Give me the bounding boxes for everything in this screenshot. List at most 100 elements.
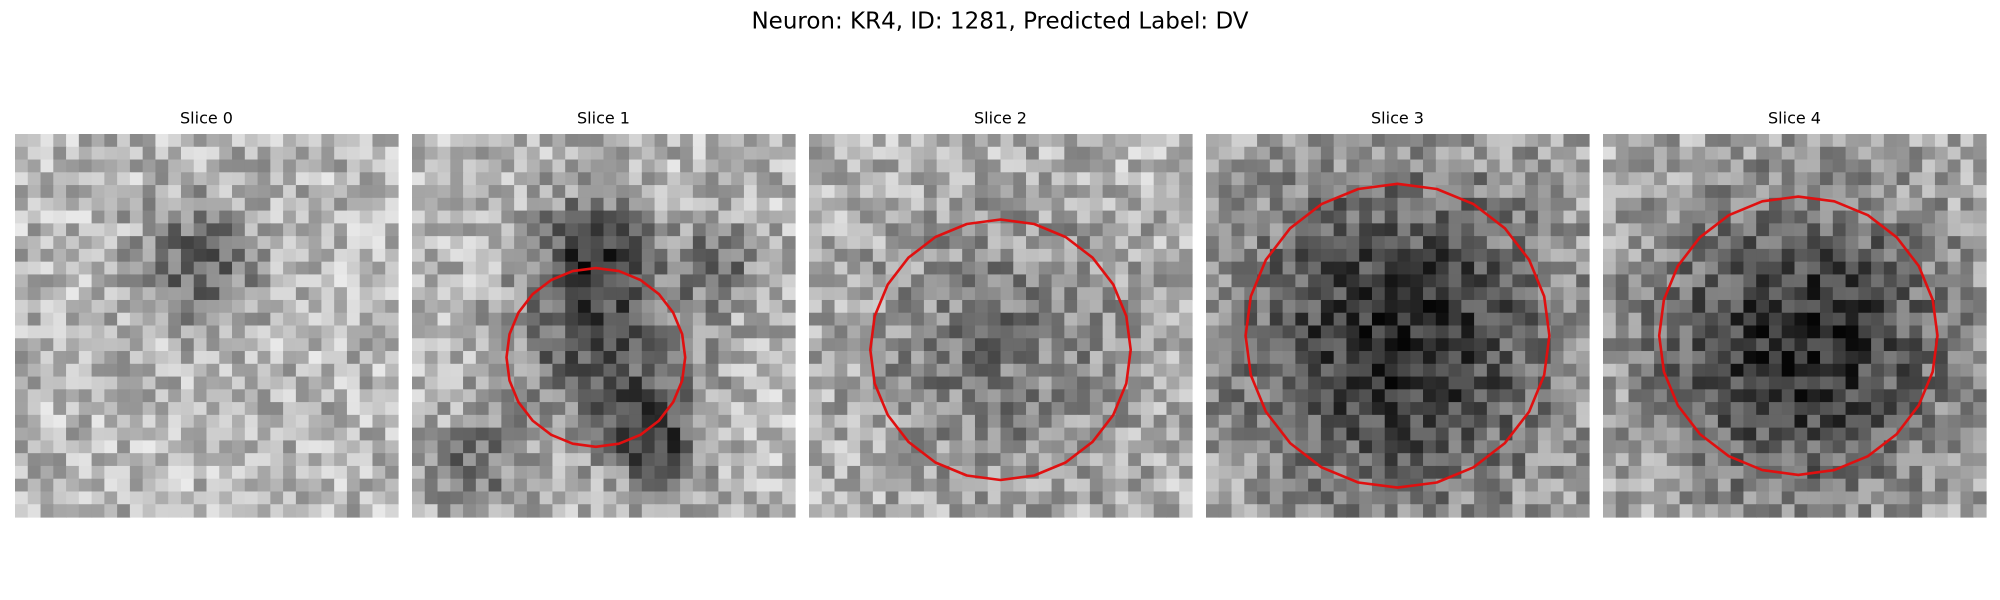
pixel bbox=[1206, 299, 1220, 314]
pixel bbox=[1231, 351, 1245, 365]
pixel bbox=[232, 478, 246, 493]
pixel bbox=[641, 172, 656, 186]
pixel bbox=[860, 146, 874, 161]
pixel bbox=[385, 453, 399, 467]
pixel bbox=[270, 210, 284, 224]
pixel bbox=[1179, 287, 1193, 301]
pixel bbox=[718, 223, 732, 237]
pixel bbox=[295, 223, 310, 237]
pixel bbox=[53, 363, 67, 378]
pixel bbox=[437, 504, 451, 518]
pixel bbox=[1641, 376, 1655, 390]
pixel bbox=[1486, 453, 1501, 467]
pixel bbox=[743, 197, 758, 212]
pixel bbox=[1333, 261, 1348, 276]
pixel bbox=[1038, 146, 1053, 161]
pixel bbox=[949, 236, 963, 250]
pixel bbox=[603, 210, 617, 224]
pixel bbox=[1563, 287, 1577, 301]
pixel bbox=[244, 504, 259, 518]
pixel bbox=[1410, 376, 1424, 390]
pixel bbox=[1563, 159, 1577, 173]
pixel bbox=[577, 478, 592, 493]
pixel bbox=[1641, 287, 1655, 301]
pixel bbox=[437, 274, 451, 288]
pixel bbox=[1858, 134, 1872, 148]
pixel bbox=[987, 491, 1002, 505]
pixel bbox=[1089, 134, 1104, 148]
pixel bbox=[1615, 363, 1630, 378]
pixel bbox=[911, 414, 925, 429]
pixel bbox=[1499, 172, 1513, 186]
pixel bbox=[756, 146, 771, 161]
pixel bbox=[987, 453, 1002, 467]
pixel bbox=[232, 185, 246, 199]
pixel bbox=[1654, 427, 1668, 441]
pixel bbox=[1371, 223, 1386, 237]
pixel bbox=[1820, 236, 1834, 250]
pixel bbox=[1550, 274, 1565, 288]
pixel bbox=[769, 197, 783, 212]
pixel bbox=[1794, 299, 1808, 314]
pixel bbox=[501, 427, 515, 441]
pixel bbox=[680, 402, 694, 416]
pixel bbox=[629, 236, 643, 250]
pixel bbox=[1486, 197, 1501, 212]
pixel bbox=[155, 261, 169, 276]
pixel bbox=[1461, 402, 1475, 416]
pixel bbox=[1013, 427, 1027, 441]
pixel bbox=[53, 427, 67, 441]
pixel bbox=[1371, 172, 1386, 186]
pixel bbox=[1641, 325, 1655, 339]
pixel bbox=[1371, 338, 1386, 352]
pixel bbox=[232, 210, 246, 224]
pixel bbox=[475, 236, 490, 250]
pixel bbox=[1756, 287, 1770, 301]
pixel bbox=[847, 491, 861, 505]
pixel bbox=[206, 299, 220, 314]
pixel bbox=[1461, 146, 1475, 161]
pixel bbox=[885, 159, 899, 173]
pixel bbox=[1973, 172, 1987, 186]
pixel bbox=[1550, 210, 1565, 224]
pixel bbox=[577, 210, 592, 224]
pixel bbox=[1654, 504, 1668, 518]
pixel bbox=[385, 248, 399, 263]
pixel bbox=[1781, 223, 1796, 237]
pixel bbox=[488, 185, 502, 199]
pixel bbox=[219, 210, 233, 224]
pixel bbox=[1179, 465, 1193, 480]
pixel bbox=[885, 402, 899, 416]
pixel bbox=[1666, 338, 1681, 352]
pixel bbox=[949, 261, 963, 276]
pixel bbox=[1550, 351, 1565, 365]
pixel bbox=[1128, 478, 1142, 493]
pixel bbox=[1705, 414, 1719, 429]
pixel bbox=[1231, 197, 1245, 212]
pixel bbox=[1206, 402, 1220, 416]
pixel bbox=[1717, 236, 1732, 250]
pixel bbox=[385, 287, 399, 301]
pixel bbox=[104, 261, 118, 276]
pixel bbox=[1768, 223, 1783, 237]
pixel bbox=[923, 287, 938, 301]
pixel bbox=[1218, 134, 1233, 148]
pixel bbox=[1858, 402, 1872, 416]
pixel bbox=[142, 351, 157, 365]
pixel bbox=[1410, 491, 1424, 505]
pixel bbox=[1474, 287, 1488, 301]
pixel bbox=[1934, 478, 1949, 493]
pixel bbox=[501, 491, 515, 505]
pixel bbox=[1525, 236, 1539, 250]
pixel bbox=[834, 274, 848, 288]
pixel bbox=[603, 465, 617, 480]
pixel bbox=[142, 389, 157, 403]
pixel bbox=[180, 465, 195, 480]
pixel bbox=[1845, 261, 1859, 276]
pixel bbox=[1397, 185, 1411, 199]
pixel bbox=[1563, 274, 1577, 288]
pixel bbox=[117, 402, 131, 416]
pixel bbox=[847, 299, 861, 314]
pixel bbox=[66, 159, 80, 173]
pixel bbox=[1153, 172, 1168, 186]
